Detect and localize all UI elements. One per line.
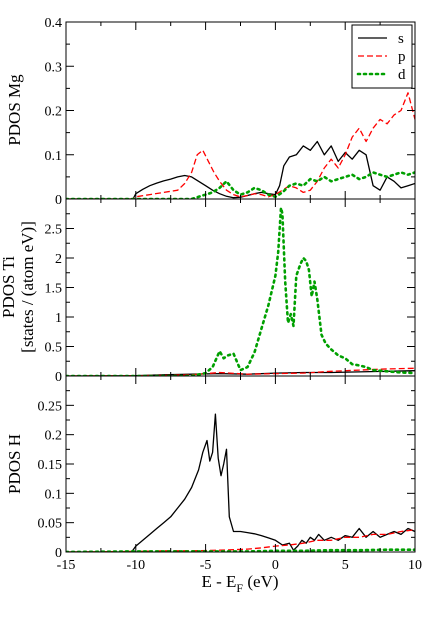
legend-label-d: d bbox=[398, 67, 406, 83]
series-p-panel-0 bbox=[66, 92, 415, 199]
ytick-label-0-3: 0.3 bbox=[45, 60, 63, 75]
ytick-label-1-5: 2.5 bbox=[45, 223, 63, 238]
series-d-panel-0 bbox=[66, 171, 415, 199]
ytick-label-0-1: 0.1 bbox=[45, 149, 63, 164]
panel-h-ylabel: PDOS H bbox=[5, 434, 24, 494]
ytick-label-2-2: 0.1 bbox=[45, 487, 63, 502]
legend-label-s: s bbox=[398, 31, 404, 47]
xtick-label-1: -10 bbox=[126, 558, 145, 573]
panel-h-series bbox=[66, 413, 415, 552]
ytick-label-2-3: 0.15 bbox=[38, 458, 63, 473]
ytick-label-2-0: 0 bbox=[55, 546, 62, 561]
ytick-label-2-4: 0.2 bbox=[45, 429, 63, 444]
ylabel-h: PDOS H bbox=[5, 434, 24, 494]
panel-frames bbox=[65, 21, 416, 553]
xtick-label-0: -15 bbox=[57, 558, 76, 573]
xtick-label-2: -5 bbox=[200, 558, 212, 573]
panel-frame-1 bbox=[65, 198, 416, 377]
legend-label-p: p bbox=[398, 49, 406, 65]
xtick-label-4: 5 bbox=[342, 558, 349, 573]
ytick-label-0-4: 0.4 bbox=[45, 16, 63, 31]
ytick-label-1-2: 1 bbox=[55, 311, 62, 326]
ytick-label-1-4: 2 bbox=[55, 252, 62, 267]
axis-ticks: 0 0.1 0.2 0.3 0.4 0 0.5 1 1.5 2 2.5 0 0.05 0.1 0.15 0.2… bbox=[38, 16, 423, 573]
series-s-panel-2 bbox=[66, 413, 415, 552]
xlabel-main: E - E bbox=[201, 572, 236, 591]
panel-mg-series bbox=[66, 92, 415, 199]
ytick-label-1-3: 1.5 bbox=[45, 282, 63, 297]
ytick-label-1-1: 0.5 bbox=[45, 341, 63, 356]
ytick-label-2-5: 0.25 bbox=[38, 399, 63, 414]
legend: s p d bbox=[351, 24, 413, 89]
ytick-label-0-2: 0.2 bbox=[45, 105, 63, 120]
xlabel-subscript: F bbox=[236, 581, 243, 595]
xtick-label-3: 0 bbox=[272, 558, 279, 573]
series-p-panel-2 bbox=[66, 529, 415, 552]
ytick-label-1-0: 0 bbox=[55, 370, 62, 385]
series-d-panel-1 bbox=[66, 206, 415, 376]
xtick-label-5: 10 bbox=[408, 558, 422, 573]
ylabel-ti-line1: PDOS Ti bbox=[0, 256, 18, 318]
series-s-panel-0 bbox=[66, 140, 415, 199]
series-d-panel-2 bbox=[66, 548, 415, 552]
xlabel: E - EF (eV) bbox=[201, 572, 278, 595]
ytick-label-0-0: 0 bbox=[55, 193, 62, 208]
panel-mg-ylabel: PDOS Mg bbox=[5, 74, 24, 146]
panel-frame-2 bbox=[65, 375, 416, 553]
panel-ti-series bbox=[66, 206, 415, 376]
ylabel-ti-line2: [states / (atom eV)] bbox=[18, 221, 37, 353]
ytick-label-2-1: 0.05 bbox=[38, 517, 63, 532]
ylabel-mg: PDOS Mg bbox=[5, 74, 24, 146]
panel-ti-ylabel: PDOS Ti [states / (atom eV)] bbox=[0, 221, 37, 353]
xlabel-unit: (eV) bbox=[243, 572, 278, 591]
